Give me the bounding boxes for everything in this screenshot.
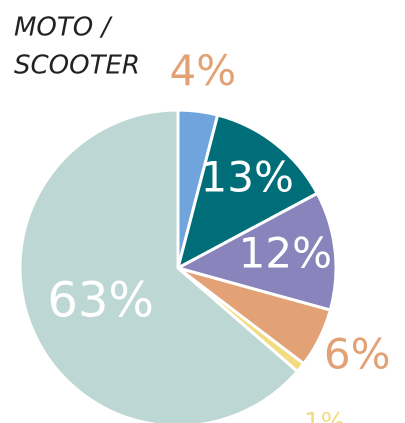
pie-slice: [175, 113, 320, 271]
pie-slice: [173, 191, 338, 312]
data-label: 6%: [324, 329, 391, 378]
chart-title: SCOOTER: [14, 51, 140, 81]
chart-title: MOTO /: [14, 13, 114, 43]
data-label: 1%: [304, 408, 345, 423]
pie-slice: [18, 108, 300, 423]
data-label: 13%: [201, 152, 294, 201]
data-label: 12%: [239, 229, 332, 278]
data-label: 63%: [47, 272, 154, 328]
data-label: 4%: [169, 46, 236, 95]
